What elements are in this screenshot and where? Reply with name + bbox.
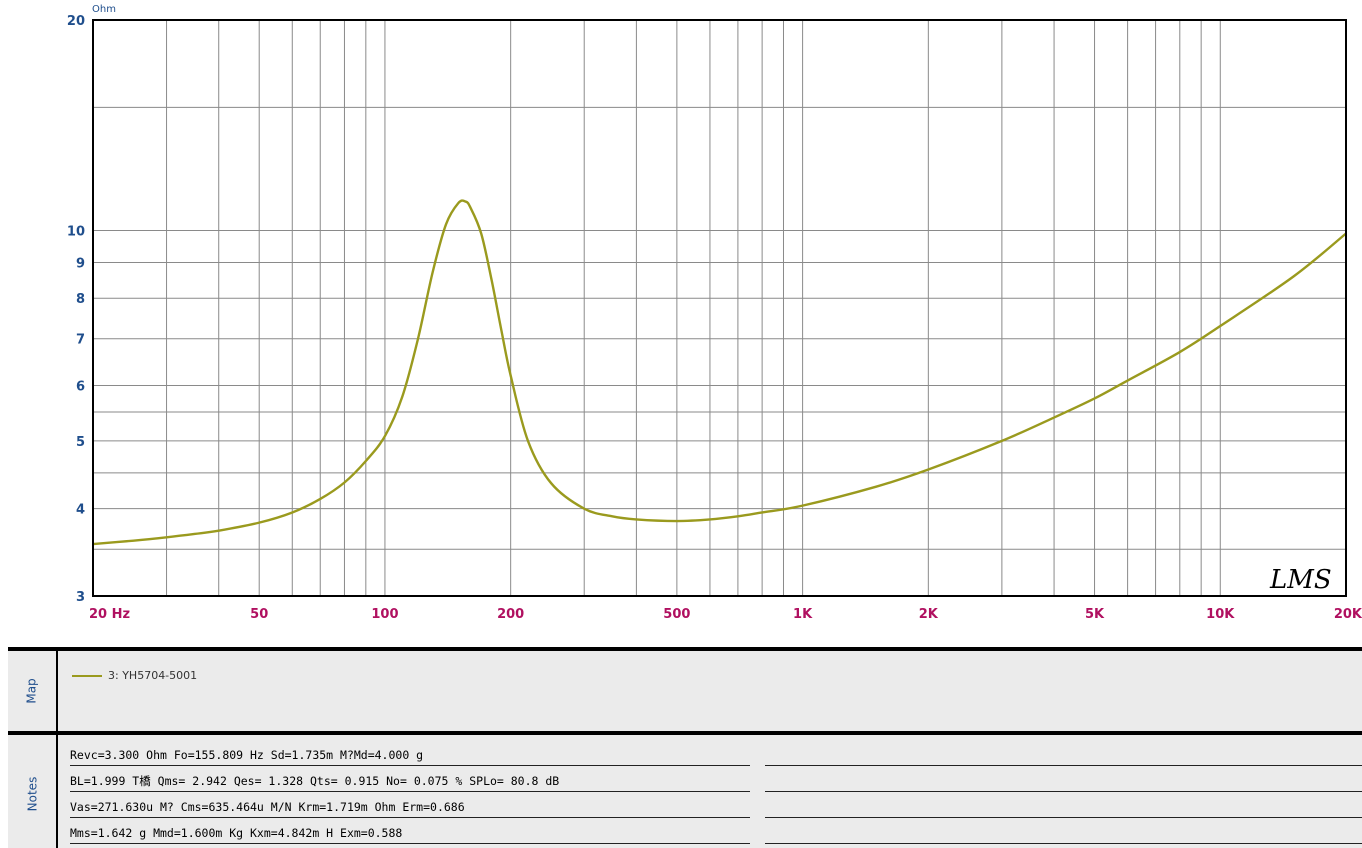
note-line-empty-4[interactable] bbox=[765, 823, 1362, 844]
y-unit-label: Ohm bbox=[92, 4, 116, 15]
y-tick-label: 6 bbox=[76, 380, 85, 395]
x-tick-label: 200 bbox=[497, 607, 524, 622]
note-line-empty-2[interactable] bbox=[765, 771, 1362, 792]
x-tick-label: 10K bbox=[1206, 607, 1235, 622]
y-tick-label: 10 bbox=[67, 224, 85, 239]
note-line-vas[interactable]: Vas=271.630u M? Cms=635.464u M/N Krm=1.7… bbox=[70, 797, 750, 818]
note-line-mms[interactable]: Mms=1.642 g Mmd=1.600m Kg Kxm=4.842m H E… bbox=[70, 823, 750, 844]
note-line-empty-1[interactable] bbox=[765, 745, 1362, 766]
plot-frame bbox=[92, 19, 1347, 597]
series-layer bbox=[92, 199, 1347, 546]
legend-line-swatch bbox=[72, 674, 102, 677]
grid-lines bbox=[93, 20, 1346, 596]
note-line-revc[interactable]: Revc=3.300 Ohm Fo=155.809 Hz Sd=1.735m M… bbox=[70, 745, 750, 766]
x-tick-label: 5K bbox=[1085, 607, 1105, 622]
note-line-empty-3[interactable] bbox=[765, 797, 1362, 818]
notes-tab-label: Notes bbox=[24, 776, 39, 811]
legend-label: 3: YH5704-5001 bbox=[108, 669, 198, 682]
x-tick-label: 50 bbox=[250, 607, 268, 622]
notes-panel: Notes Revc=3.300 Ohm Fo=155.809 Hz Sd=1.… bbox=[8, 731, 1362, 848]
y-tick-labels: 3 4 5 6 7 8 9 10 20 bbox=[67, 14, 85, 605]
lms-watermark: LMS bbox=[1269, 565, 1332, 595]
x-tick-label: 2K bbox=[919, 607, 939, 622]
impedance-curve bbox=[92, 199, 1347, 546]
y-tick-label: 9 bbox=[76, 256, 85, 271]
x-tick-label: 500 bbox=[663, 607, 690, 622]
y-tick-label: 7 bbox=[76, 333, 85, 348]
y-tick-label: 8 bbox=[76, 292, 85, 307]
notes-tab[interactable]: Notes bbox=[8, 735, 58, 848]
x-tick-label: 20 Hz bbox=[89, 607, 130, 622]
x-tick-label: 1K bbox=[793, 607, 813, 622]
map-tab[interactable]: Map bbox=[8, 651, 58, 731]
y-tick-label: 4 bbox=[76, 503, 85, 518]
y-tick-label: 20 bbox=[67, 14, 85, 29]
map-panel: Map 3: YH5704-5001 bbox=[8, 647, 1362, 731]
plot-area-background bbox=[93, 20, 1346, 596]
y-tick-label: 3 bbox=[76, 590, 85, 605]
legend-item[interactable]: 3: YH5704-5001 bbox=[72, 669, 197, 682]
y-tick-label: 5 bbox=[76, 435, 85, 450]
x-tick-labels: 20 Hz 50 100 200 500 1K 2K 5K 10K 20K bbox=[89, 607, 1362, 622]
impedance-plot: 3 4 5 6 7 8 9 10 20 20 Hz 50 100 200 500 1K 2K 5K 10K 20K… bbox=[67, 4, 1362, 622]
note-line-bl[interactable]: BL=1.999 T橋 Qms= 2.942 Qes= 1.328 Qts= 0… bbox=[70, 771, 750, 792]
map-tab-label: Map bbox=[24, 678, 39, 704]
x-tick-label: 100 bbox=[371, 607, 398, 622]
x-tick-label: 20K bbox=[1334, 607, 1362, 622]
